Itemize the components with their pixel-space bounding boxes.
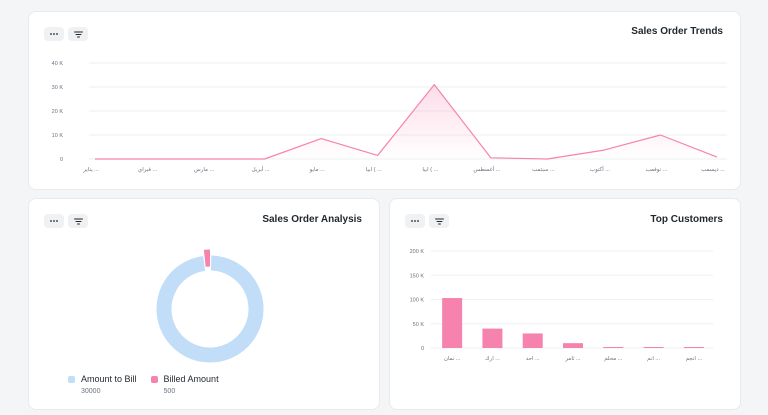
analysis-filter-button[interactable] <box>68 214 88 228</box>
trends-y-tick-label: 10 K <box>52 133 64 139</box>
filter-icon <box>73 31 83 37</box>
trends-x-tick-label: أغسطس ... <box>473 165 500 173</box>
sales-order-analysis-donut <box>156 249 264 363</box>
customers-bar <box>563 343 583 348</box>
sales-order-analysis-card: Sales Order Analysis Amount to Bill 3000… <box>28 198 380 410</box>
customers-x-tick-label: احد ... <box>526 356 540 362</box>
customers-y-tick-label: 0 <box>421 346 424 352</box>
legend-item-billed-amount[interactable]: Billed Amount 500 <box>150 374 219 395</box>
top-customers-card: Top Customers 0 50 K 100 K 150 K 200 K نمان .… <box>389 198 741 410</box>
legend-item-amount-to-bill[interactable]: Amount to Bill 30000 <box>68 374 137 395</box>
customers-y-tick-label: 150 K <box>410 273 425 279</box>
more-horizontal-icon <box>50 33 58 35</box>
customers-bar <box>603 347 624 348</box>
trends-x-tick-label: يناير ... <box>82 167 99 173</box>
trends-y-tick-label: 40 K <box>52 61 64 67</box>
analysis-legend: Amount to Bill 30000 Billed Amount 500 <box>68 374 219 395</box>
customers-bar <box>442 298 463 348</box>
trends-series-line <box>95 84 718 160</box>
top-customers-chart: 0 50 K 100 K 150 K 200 K نمان ... ارك ... احد .… <box>410 249 713 362</box>
customers-x-tick-label: ارك ... <box>485 356 500 362</box>
trends-y-tick-label: 0 <box>60 157 63 163</box>
legend-label-amount-to-bill: Amount to Bill <box>81 374 137 384</box>
legend-value-billed-amount: 500 <box>163 388 176 395</box>
legend-swatch-amount-to-bill <box>68 375 75 383</box>
sales-order-trends-card: Sales Order Trends 0 10 K 20 K 30 K 40 K يناي… <box>28 11 741 190</box>
customers-bar <box>683 347 704 348</box>
customers-x-tick-label: محلم ... <box>604 356 623 362</box>
analysis-more-button[interactable] <box>44 214 64 228</box>
customers-filter-button[interactable] <box>429 214 449 228</box>
trends-x-tick-label: ديسمب ... <box>701 167 725 173</box>
customers-bar <box>482 328 503 348</box>
customers-x-tick-label: ثامر ... <box>564 356 581 362</box>
filter-icon <box>73 218 83 224</box>
trends-x-tick-label: نوفمب ... <box>646 167 668 173</box>
customers-bar <box>522 333 543 348</box>
customers-bar <box>643 347 664 348</box>
customers-title: Top Customers <box>650 214 723 225</box>
trends-x-tick-label: فبراي ... <box>138 167 158 173</box>
trends-x-tick-label: أكتوب ... <box>590 165 610 173</box>
sales-order-trends-chart: 0 10 K 20 K 30 K 40 K يناير ... فبراي ... مارس … <box>52 61 727 173</box>
trends-more-button[interactable] <box>44 27 64 41</box>
customers-y-tick-label: 50 K <box>413 322 425 328</box>
analysis-title: Sales Order Analysis <box>262 214 362 225</box>
trends-x-tick-label: ابيا ( ... <box>422 167 438 173</box>
trends-filter-button[interactable] <box>68 27 88 41</box>
trends-x-tick-label: سبتمب ... <box>532 167 555 173</box>
more-horizontal-icon <box>50 220 58 222</box>
donut-slice-amount-to-bill <box>156 255 264 363</box>
customers-y-tick-label: 100 K <box>410 298 425 304</box>
customers-x-tick-label: انم ... <box>647 356 660 362</box>
trends-title: Sales Order Trends <box>631 26 723 37</box>
customers-x-tick-label: انجم ... <box>686 356 703 362</box>
customers-y-tick-label: 200 K <box>410 249 425 255</box>
trends-x-tick-label: مايو ... <box>309 167 326 173</box>
trends-x-tick-label: ابيا ( ... <box>366 167 382 173</box>
customers-more-button[interactable] <box>405 214 425 228</box>
customers-x-tick-label: نمان ... <box>444 356 461 362</box>
trends-x-tick-label: أبريل ... <box>252 165 270 173</box>
trends-y-tick-label: 30 K <box>52 85 64 91</box>
legend-label-billed-amount: Billed Amount <box>163 374 219 384</box>
filter-icon <box>434 218 444 224</box>
more-horizontal-icon <box>411 220 419 222</box>
legend-swatch-billed-amount <box>150 375 158 383</box>
trends-x-tick-label: مارس ... <box>194 167 215 173</box>
trends-area <box>95 84 717 159</box>
trends-y-tick-label: 20 K <box>52 109 64 115</box>
legend-value-amount-to-bill: 30000 <box>81 388 101 395</box>
